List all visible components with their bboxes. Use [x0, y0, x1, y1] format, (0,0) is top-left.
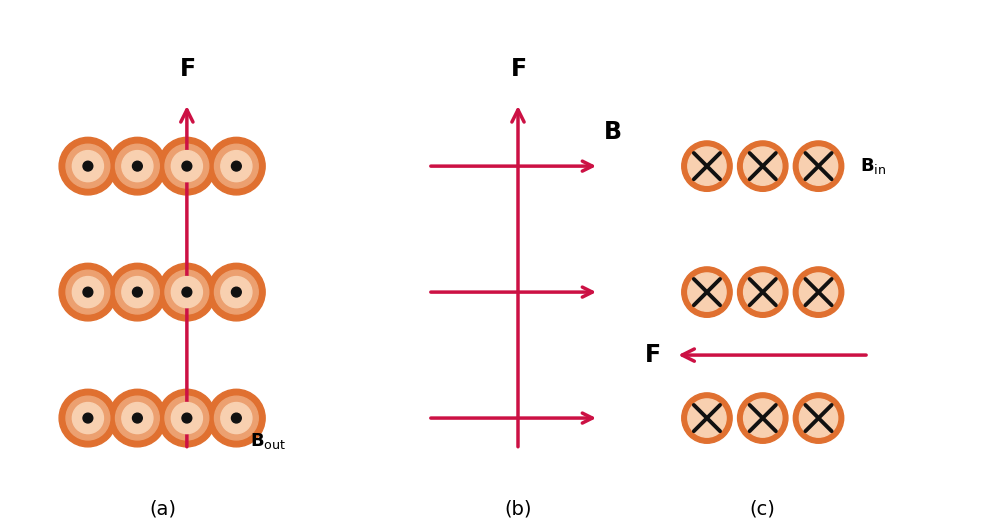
Circle shape	[231, 413, 241, 423]
Circle shape	[109, 389, 166, 447]
Circle shape	[116, 396, 159, 440]
Circle shape	[66, 396, 110, 440]
Circle shape	[122, 150, 153, 181]
Circle shape	[688, 273, 726, 311]
Circle shape	[682, 393, 732, 443]
Circle shape	[799, 399, 838, 437]
Text: $\mathbf{F}$: $\mathbf{F}$	[179, 57, 195, 80]
Text: (a): (a)	[149, 499, 176, 518]
Circle shape	[158, 389, 216, 447]
Circle shape	[744, 147, 782, 185]
Circle shape	[799, 147, 838, 185]
Circle shape	[182, 287, 192, 297]
Text: $\mathbf{B}_{\rm out}$: $\mathbf{B}_{\rm out}$	[250, 431, 286, 451]
Circle shape	[688, 147, 726, 185]
Circle shape	[158, 137, 216, 195]
Circle shape	[793, 393, 844, 443]
Circle shape	[116, 270, 159, 314]
Circle shape	[744, 399, 782, 437]
Circle shape	[738, 393, 788, 443]
Circle shape	[208, 389, 265, 447]
Circle shape	[158, 264, 216, 321]
Circle shape	[109, 137, 166, 195]
Circle shape	[72, 402, 103, 433]
Circle shape	[109, 264, 166, 321]
Circle shape	[59, 389, 117, 447]
Circle shape	[122, 402, 153, 433]
Circle shape	[182, 161, 192, 171]
Circle shape	[59, 264, 117, 321]
Circle shape	[221, 402, 252, 433]
Circle shape	[171, 277, 202, 308]
Circle shape	[116, 144, 159, 188]
Circle shape	[83, 161, 93, 171]
Text: $\mathbf{B}_{\rm in}$: $\mathbf{B}_{\rm in}$	[860, 156, 886, 176]
Circle shape	[132, 287, 142, 297]
Circle shape	[744, 273, 782, 311]
Circle shape	[66, 144, 110, 188]
Circle shape	[682, 141, 732, 191]
Circle shape	[793, 141, 844, 191]
Circle shape	[799, 273, 838, 311]
Circle shape	[688, 399, 726, 437]
Circle shape	[231, 287, 241, 297]
Circle shape	[132, 161, 142, 171]
Circle shape	[182, 413, 192, 423]
Circle shape	[83, 413, 93, 423]
Circle shape	[208, 137, 265, 195]
Circle shape	[171, 150, 202, 181]
Text: $\mathbf{F}$: $\mathbf{F}$	[644, 343, 660, 367]
Circle shape	[221, 277, 252, 308]
Circle shape	[738, 267, 788, 317]
Text: (c): (c)	[750, 499, 776, 518]
Circle shape	[165, 270, 209, 314]
Circle shape	[682, 267, 732, 317]
Circle shape	[165, 396, 209, 440]
Circle shape	[165, 144, 209, 188]
Circle shape	[72, 277, 103, 308]
Circle shape	[72, 150, 103, 181]
Text: $\mathbf{F}$: $\mathbf{F}$	[510, 57, 526, 80]
Circle shape	[214, 396, 258, 440]
Circle shape	[231, 161, 241, 171]
Circle shape	[214, 144, 258, 188]
Circle shape	[83, 287, 93, 297]
Circle shape	[122, 277, 153, 308]
Circle shape	[738, 141, 788, 191]
Text: $\mathbf{B}$: $\mathbf{B}$	[603, 119, 622, 144]
Circle shape	[132, 413, 142, 423]
Text: (b): (b)	[504, 499, 532, 518]
Circle shape	[59, 137, 117, 195]
Circle shape	[214, 270, 258, 314]
Circle shape	[171, 402, 202, 433]
Circle shape	[221, 150, 252, 181]
Circle shape	[793, 267, 844, 317]
Circle shape	[208, 264, 265, 321]
Circle shape	[66, 270, 110, 314]
